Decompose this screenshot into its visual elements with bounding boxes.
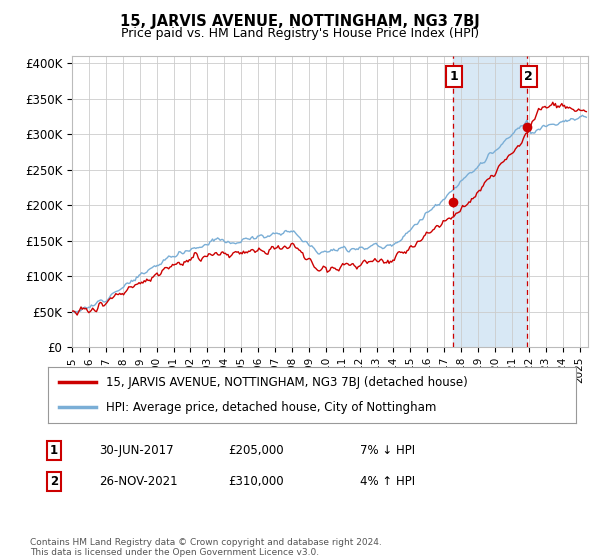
Text: 15, JARVIS AVENUE, NOTTINGHAM, NG3 7BJ: 15, JARVIS AVENUE, NOTTINGHAM, NG3 7BJ bbox=[120, 14, 480, 29]
Bar bbox=[452, 56, 527, 347]
Text: 26-NOV-2021: 26-NOV-2021 bbox=[99, 475, 178, 488]
Text: Contains HM Land Registry data © Crown copyright and database right 2024.
This d: Contains HM Land Registry data © Crown c… bbox=[30, 538, 382, 557]
Text: HPI: Average price, detached house, City of Nottingham: HPI: Average price, detached house, City… bbox=[106, 400, 436, 414]
Text: 30-JUN-2017: 30-JUN-2017 bbox=[99, 444, 173, 458]
Text: 1: 1 bbox=[50, 444, 58, 458]
Text: £205,000: £205,000 bbox=[228, 444, 284, 458]
Text: 2: 2 bbox=[524, 70, 533, 83]
Text: 7% ↓ HPI: 7% ↓ HPI bbox=[360, 444, 415, 458]
Text: 15, JARVIS AVENUE, NOTTINGHAM, NG3 7BJ (detached house): 15, JARVIS AVENUE, NOTTINGHAM, NG3 7BJ (… bbox=[106, 376, 468, 389]
Text: 1: 1 bbox=[450, 70, 459, 83]
Text: 2: 2 bbox=[50, 475, 58, 488]
Text: 4% ↑ HPI: 4% ↑ HPI bbox=[360, 475, 415, 488]
Text: Price paid vs. HM Land Registry's House Price Index (HPI): Price paid vs. HM Land Registry's House … bbox=[121, 27, 479, 40]
Text: £310,000: £310,000 bbox=[228, 475, 284, 488]
